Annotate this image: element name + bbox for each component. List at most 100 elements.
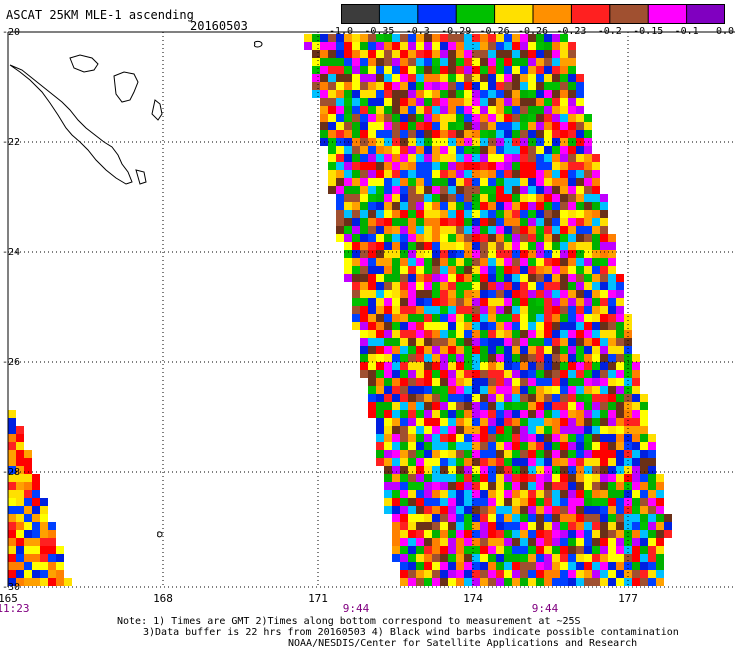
swath-cell bbox=[464, 50, 472, 58]
swath-cell bbox=[384, 178, 392, 186]
swath-cell bbox=[456, 474, 464, 482]
swath-cell bbox=[560, 306, 568, 314]
swath-cell bbox=[568, 402, 576, 410]
swath-cell bbox=[408, 386, 416, 394]
swath-cell bbox=[424, 354, 432, 362]
swath-cell bbox=[424, 298, 432, 306]
swath-cell bbox=[432, 314, 440, 322]
swath-cell bbox=[616, 538, 624, 546]
swath-cell bbox=[528, 282, 536, 290]
swath-cell bbox=[512, 42, 520, 50]
swath-cell bbox=[432, 578, 440, 586]
swath-cell bbox=[600, 306, 608, 314]
swath-cell bbox=[360, 66, 368, 74]
swath-cell bbox=[344, 74, 352, 82]
swath-cell bbox=[488, 258, 496, 266]
swath-cell bbox=[376, 34, 384, 42]
swath-cell bbox=[592, 322, 600, 330]
swath-cell bbox=[480, 322, 488, 330]
swath-cell bbox=[392, 74, 400, 82]
swath-cell bbox=[360, 146, 368, 154]
swath-cell bbox=[624, 330, 632, 338]
swath-cell bbox=[512, 178, 520, 186]
swath-cell bbox=[528, 314, 536, 322]
swath-cell bbox=[360, 122, 368, 130]
swath-cell bbox=[376, 418, 384, 426]
swath-cell bbox=[400, 178, 408, 186]
swath-cell bbox=[424, 538, 432, 546]
swath-cell bbox=[392, 162, 400, 170]
swath-cell bbox=[456, 106, 464, 114]
swath-cell bbox=[488, 282, 496, 290]
swath-cell bbox=[8, 498, 16, 506]
swath-cell bbox=[424, 482, 432, 490]
swath-cell bbox=[464, 498, 472, 506]
swath-cell bbox=[576, 466, 584, 474]
swath-cell bbox=[632, 578, 640, 586]
swath-cell bbox=[536, 562, 544, 570]
swath-cell bbox=[384, 234, 392, 242]
swath-cell bbox=[616, 498, 624, 506]
swath-cell bbox=[536, 234, 544, 242]
swath-cell bbox=[504, 50, 512, 58]
swath-cell bbox=[504, 274, 512, 282]
swath-cell bbox=[528, 546, 536, 554]
swath-cell bbox=[496, 530, 504, 538]
swath-cell bbox=[376, 122, 384, 130]
swath-cell bbox=[408, 58, 416, 66]
swath-cell bbox=[600, 330, 608, 338]
swath-cell bbox=[392, 450, 400, 458]
swath-cell bbox=[408, 458, 416, 466]
swath-cell bbox=[360, 242, 368, 250]
swath-cell bbox=[600, 282, 608, 290]
swath-cell bbox=[448, 410, 456, 418]
swath-cell bbox=[608, 242, 616, 250]
swath-cell bbox=[600, 514, 608, 522]
swath-cell bbox=[320, 66, 328, 74]
swath-cell bbox=[432, 530, 440, 538]
swath-cell bbox=[488, 66, 496, 74]
swath-cell bbox=[568, 186, 576, 194]
swath-cell bbox=[352, 306, 360, 314]
swath-cell bbox=[344, 154, 352, 162]
swath-cell bbox=[360, 90, 368, 98]
swath-cell bbox=[344, 66, 352, 74]
swath-cell bbox=[504, 482, 512, 490]
swath-cell bbox=[368, 218, 376, 226]
swath-cell bbox=[632, 450, 640, 458]
island-5 bbox=[253, 40, 263, 48]
swath-cell bbox=[552, 466, 560, 474]
swath-cell bbox=[400, 562, 408, 570]
swath-cell bbox=[448, 218, 456, 226]
swath-cell bbox=[464, 394, 472, 402]
swath-cell bbox=[496, 154, 504, 162]
swath-cell bbox=[400, 458, 408, 466]
legend-swatch bbox=[533, 4, 572, 24]
swath-cell bbox=[408, 522, 416, 530]
swath-cell bbox=[520, 90, 528, 98]
swath-cell bbox=[456, 90, 464, 98]
swath-cell bbox=[16, 434, 24, 442]
swath-cell bbox=[352, 162, 360, 170]
swath-cell bbox=[440, 290, 448, 298]
swath-cell bbox=[448, 114, 456, 122]
swath-cell bbox=[456, 210, 464, 218]
swath-cell bbox=[472, 562, 480, 570]
swath-cell bbox=[400, 202, 408, 210]
swath-cell bbox=[576, 378, 584, 386]
swath-cell bbox=[488, 58, 496, 66]
swath-cell bbox=[464, 42, 472, 50]
swath-cell bbox=[552, 410, 560, 418]
swath-cell bbox=[424, 122, 432, 130]
swath-cell bbox=[432, 178, 440, 186]
swath-cell bbox=[464, 426, 472, 434]
swath-cell bbox=[448, 58, 456, 66]
swath-cell bbox=[416, 266, 424, 274]
swath-cell bbox=[24, 578, 32, 586]
swath-cell bbox=[368, 34, 376, 42]
swath-cell bbox=[616, 426, 624, 434]
swath-cell bbox=[352, 178, 360, 186]
swath-cell bbox=[432, 570, 440, 578]
swath-cell bbox=[384, 426, 392, 434]
swath-cell bbox=[560, 282, 568, 290]
